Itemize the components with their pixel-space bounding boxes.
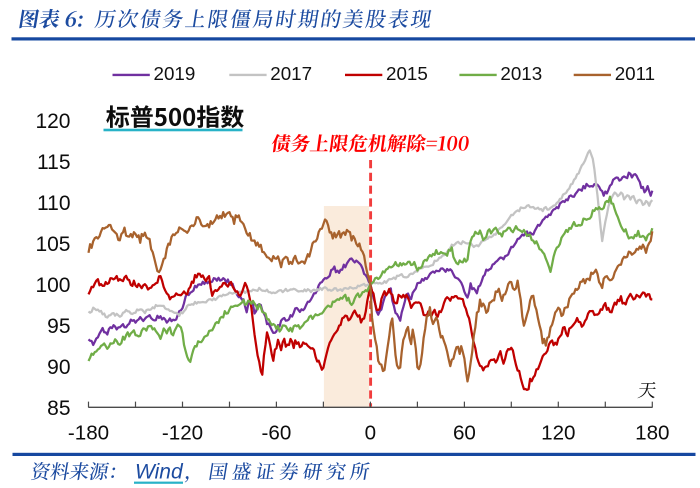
svg-text:90: 90 (47, 356, 70, 379)
svg-text:120: 120 (541, 422, 575, 445)
svg-text:120: 120 (35, 110, 70, 133)
svg-text:2011: 2011 (615, 63, 655, 84)
svg-text:2017: 2017 (270, 63, 312, 84)
svg-text:105: 105 (35, 233, 70, 256)
svg-text:110: 110 (37, 192, 70, 215)
svg-text:60: 60 (453, 422, 476, 445)
svg-text:2013: 2013 (500, 63, 542, 84)
svg-text:-180: -180 (68, 422, 109, 445)
svg-text:95: 95 (47, 315, 70, 338)
svg-text:0: 0 (365, 422, 376, 445)
svg-text:85: 85 (47, 397, 70, 420)
svg-text:-60: -60 (262, 422, 292, 445)
svg-text:115: 115 (37, 151, 70, 174)
svg-text:2019: 2019 (154, 63, 196, 84)
svg-text:2015: 2015 (386, 63, 428, 84)
svg-text:100: 100 (35, 274, 70, 297)
svg-text:-120: -120 (162, 422, 203, 445)
svg-text:Wind: Wind (135, 461, 184, 484)
svg-text:180: 180 (635, 422, 669, 445)
